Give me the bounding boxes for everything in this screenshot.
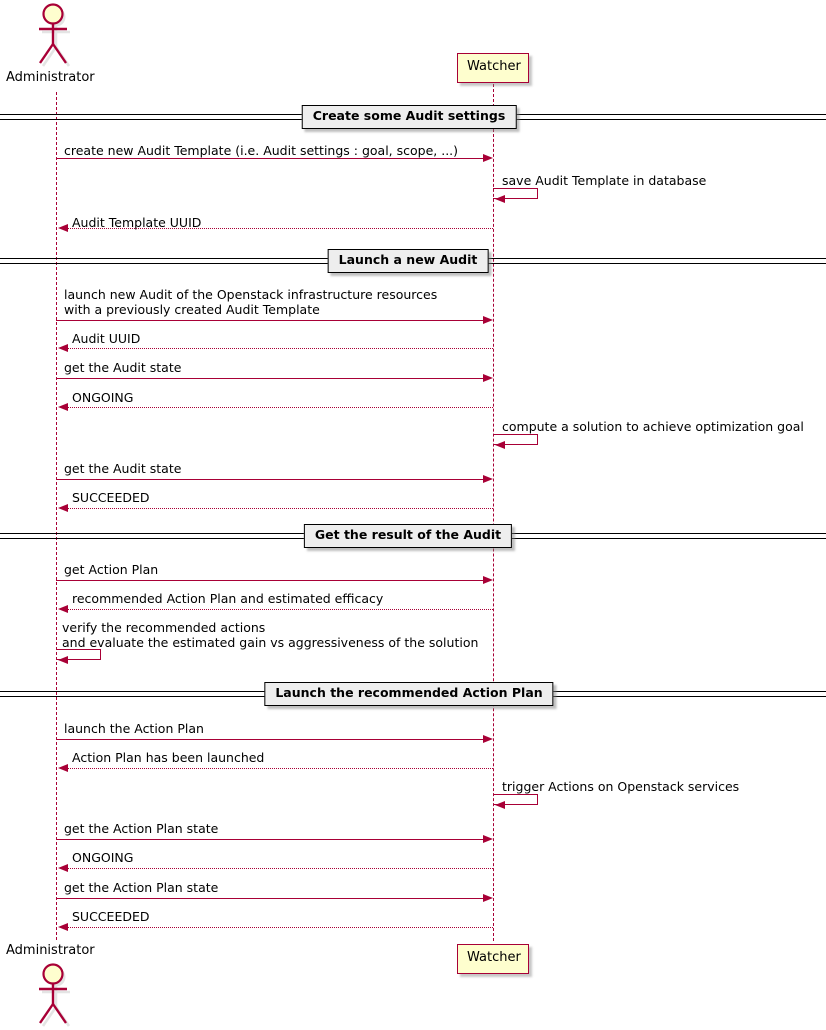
actor-administrator-bottom xyxy=(24,962,88,1030)
arrow-head-left xyxy=(58,402,68,411)
self-message-loop xyxy=(493,188,538,199)
arrow-head-left xyxy=(58,604,68,613)
message-label: compute a solution to achieve optimizati… xyxy=(502,419,804,434)
actor-administrator-head-top xyxy=(24,2,88,74)
participant-watcher-bottom[interactable]: Watcher xyxy=(457,944,529,974)
message-label: launch new Audit of the Openstack infras… xyxy=(64,287,438,317)
message-label: ONGOING xyxy=(72,850,134,865)
message-label: get the Action Plan state xyxy=(64,821,219,836)
message-label: ONGOING xyxy=(72,390,134,405)
actor-figure-icon xyxy=(39,3,71,67)
divider-label: Launch the recommended Action Plan xyxy=(264,682,554,706)
message-label: recommended Action Plan and estimated ef… xyxy=(72,591,384,606)
arrow-head-right xyxy=(483,893,493,902)
message-label: get the Audit state xyxy=(64,360,182,375)
arrow-head-left xyxy=(58,343,68,352)
message-line xyxy=(56,378,485,379)
self-message-loop xyxy=(493,794,538,805)
message-line xyxy=(66,407,493,408)
actor-figure-icon xyxy=(39,963,71,1027)
message-label: trigger Actions on Openstack services xyxy=(502,779,740,794)
arrow-head-right xyxy=(483,153,493,162)
message-line xyxy=(66,508,493,509)
message-line xyxy=(56,580,485,581)
arrow-head-left xyxy=(58,863,68,872)
message-line xyxy=(66,927,493,928)
message-label: get the Audit state xyxy=(64,461,182,476)
divider-create-audit-settings: Create some Audit settings xyxy=(0,105,826,129)
arrow-head-left xyxy=(58,503,68,512)
message-label: Action Plan has been launched xyxy=(72,750,265,765)
divider-label: Create some Audit settings xyxy=(301,105,517,129)
divider-label: Get the result of the Audit xyxy=(303,524,513,548)
lifeline-watcher xyxy=(493,84,494,941)
arrow-head-left xyxy=(58,655,68,664)
message-line xyxy=(56,898,485,899)
message-label: create new Audit Template (i.e. Audit se… xyxy=(64,143,459,158)
message-label: get the Action Plan state xyxy=(64,880,219,895)
divider-launch-new-audit: Launch a new Audit xyxy=(0,249,826,273)
arrow-head-right xyxy=(483,834,493,843)
arrow-head-left xyxy=(58,922,68,931)
arrow-head-right xyxy=(483,474,493,483)
arrow-head-right xyxy=(483,575,493,584)
arrow-head-left xyxy=(495,194,505,203)
lifeline-administrator xyxy=(56,92,57,940)
message-line xyxy=(56,158,485,159)
arrow-head-left xyxy=(495,440,505,449)
message-line xyxy=(66,228,493,229)
message-label: get Action Plan xyxy=(64,562,159,577)
message-line xyxy=(56,839,485,840)
message-line xyxy=(56,739,485,740)
message-line xyxy=(56,479,485,480)
arrow-head-left xyxy=(58,223,68,232)
message-line xyxy=(56,320,485,321)
message-label: save Audit Template in database xyxy=(502,173,707,188)
self-message-loop xyxy=(56,649,101,660)
arrow-head-left xyxy=(58,763,68,772)
self-message-loop xyxy=(493,434,538,445)
arrow-head-right xyxy=(483,373,493,382)
message-label: Audit UUID xyxy=(72,331,141,346)
divider-launch-recommended-action-plan: Launch the recommended Action Plan xyxy=(0,682,826,706)
arrow-head-right xyxy=(483,315,493,324)
actor-label-administrator-top: Administrator xyxy=(6,70,95,85)
arrow-head-left xyxy=(495,800,505,809)
message-line xyxy=(66,868,493,869)
message-label: Audit Template UUID xyxy=(72,215,202,230)
actor-label-administrator-bottom: Administrator xyxy=(6,943,95,958)
divider-get-result-of-audit: Get the result of the Audit xyxy=(0,524,826,548)
message-label: SUCCEEDED xyxy=(72,490,150,505)
message-label: verify the recommended actions and evalu… xyxy=(62,620,479,650)
message-line xyxy=(66,609,493,610)
divider-label: Launch a new Audit xyxy=(327,249,489,273)
message-label: launch the Action Plan xyxy=(64,721,204,736)
participant-watcher-top[interactable]: Watcher xyxy=(457,53,529,83)
message-line xyxy=(66,768,493,769)
message-line xyxy=(66,348,493,349)
arrow-head-right xyxy=(483,734,493,743)
message-label: SUCCEEDED xyxy=(72,909,150,924)
